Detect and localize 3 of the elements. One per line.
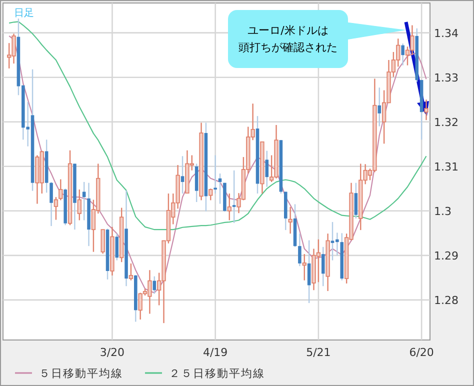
annotation: ユーロ/米ドルは頭打ちが確認された: [238, 24, 338, 54]
annotation: ユーロ/米ドルは頭打ちが確認された: [228, 10, 348, 68]
annotation: 日足: [14, 8, 34, 19]
